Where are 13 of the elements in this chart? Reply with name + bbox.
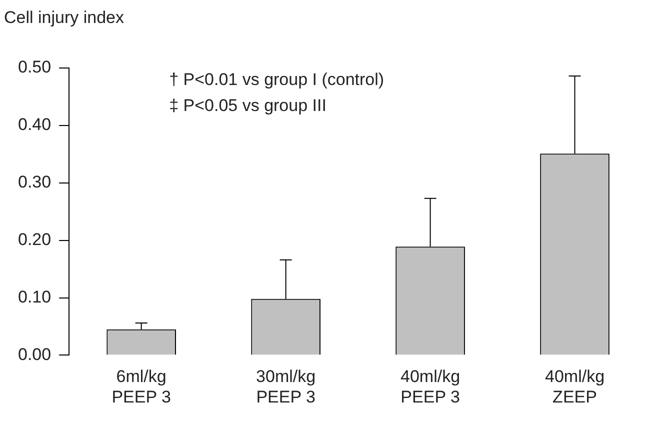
y-tick-label: 0.30 xyxy=(18,172,52,192)
annotation: † P<0.01 vs group I (control) xyxy=(169,70,384,90)
y-axis-title: Cell injury index xyxy=(4,8,124,28)
y-tick-label: 0.10 xyxy=(18,287,52,306)
annotation: ‡ P<0.05 vs group III xyxy=(169,96,326,116)
y-tick-label: 0.00 xyxy=(18,344,52,364)
x-tick-label: 40ml/kg ZEEP xyxy=(544,367,605,406)
y-tick-label: 0.40 xyxy=(18,115,52,134)
y-tick-label: 0.20 xyxy=(18,230,52,250)
y-tick-label: 0.50 xyxy=(18,58,52,77)
x-tick-label: 6ml/kg PEEP 3 xyxy=(112,367,171,406)
x-tick-label: 40ml/kg PEEP 3 xyxy=(400,367,460,406)
x-tick-label: 30ml/kg PEEP 3 xyxy=(256,367,316,406)
